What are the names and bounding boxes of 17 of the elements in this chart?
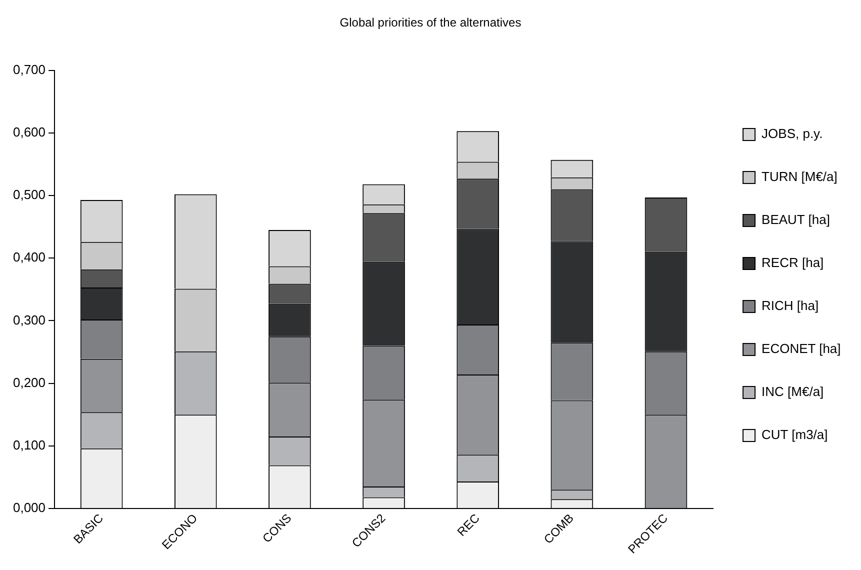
legend-label: CUT [m3/a] bbox=[762, 427, 828, 442]
legend-label: TURN [M€/a] bbox=[762, 169, 838, 184]
y-tick-label: 0,700 bbox=[12, 62, 46, 77]
legend-label: BEAUT [ha] bbox=[762, 212, 830, 228]
y-tick-label: 0,500 bbox=[12, 187, 46, 202]
y-tick-label: 0,200 bbox=[12, 374, 46, 390]
legend-label: JOBS, p.y. bbox=[762, 126, 823, 142]
legend-label: INC [M€/a] bbox=[762, 384, 824, 400]
y-tick-label: 0,100 bbox=[12, 437, 46, 452]
y-tick-label: 0,300 bbox=[12, 312, 46, 328]
y-tick-label: 0,400 bbox=[12, 250, 46, 265]
legend-label: RICH [ha] bbox=[762, 298, 819, 314]
y-tick-label: 0,000 bbox=[12, 500, 46, 516]
chart-title: Global priorities of the alternatives bbox=[340, 16, 522, 30]
legend-label: ECONET [ha] bbox=[762, 341, 841, 356]
legend-label: RECR [ha] bbox=[762, 255, 824, 270]
y-tick-label: 0,600 bbox=[12, 124, 46, 140]
